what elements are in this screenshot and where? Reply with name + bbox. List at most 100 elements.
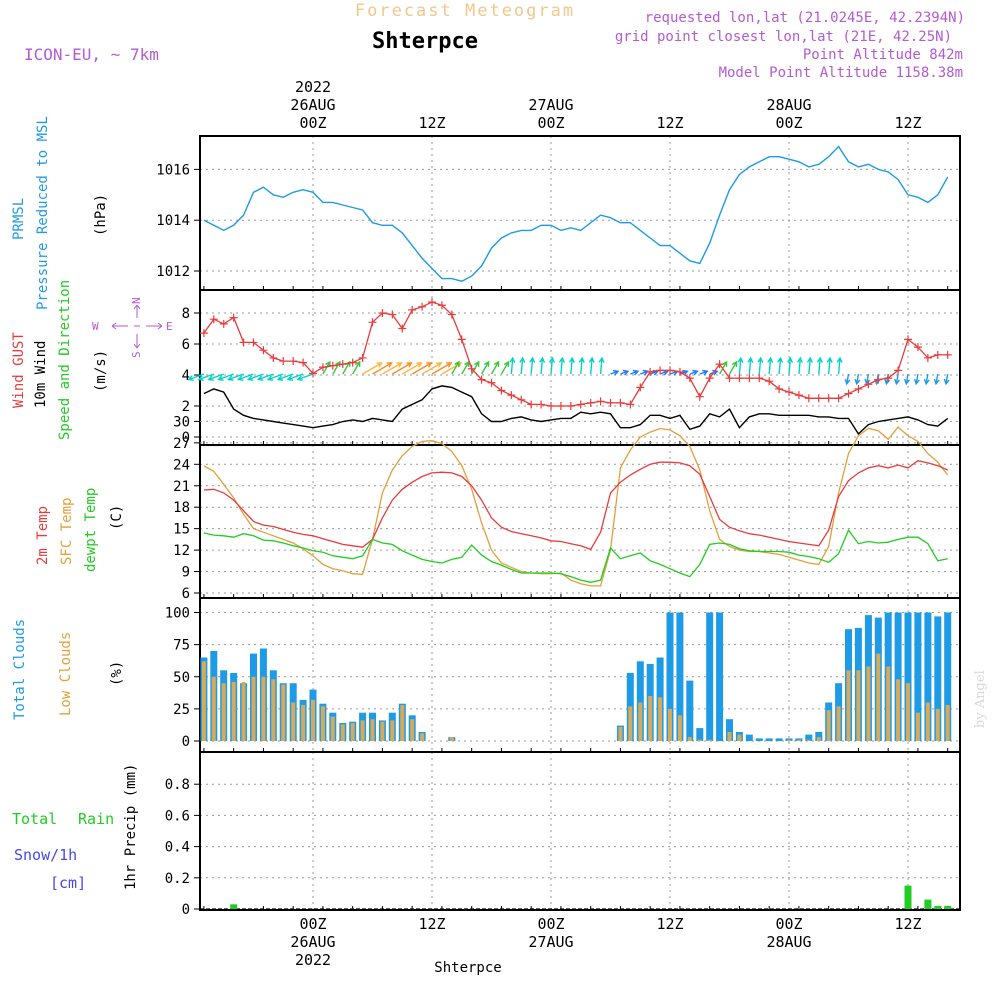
total-cloud-bar [686,680,694,741]
wind-arrowhead [777,356,784,363]
time-label: 00Z [775,114,802,132]
wind-arrowhead [943,378,950,386]
wind-gust-point [437,301,446,310]
wind-arrowhead [197,375,204,381]
wind-arrowhead [539,356,546,363]
low-cloud-bar [201,661,206,741]
y-tick-label: 75 [173,638,190,654]
low-cloud-bar [707,739,712,741]
wind-arrowhead [493,360,500,367]
wind-direction-arrow [372,362,392,375]
compass-e: E [166,320,173,333]
wind-gust-point [209,315,218,324]
low-cloud-bar [836,706,841,741]
wind-gust-point [913,343,922,352]
time-label: 12Z [418,915,445,933]
wind-arrowhead [923,378,930,386]
wind-arrowhead [396,362,403,368]
low-cloud-bar [221,683,226,741]
wind-direction-arrow [865,373,870,384]
time-label: 27AUG [528,96,573,114]
wind-direction-arrow [788,357,792,375]
wind-gust-point [547,402,556,410]
wind-label-speed-dir: Speed and Direction [57,280,73,440]
low-cloud-bar [866,666,871,741]
wind-arrowhead [436,362,443,368]
low-cloud-bar [410,719,415,741]
wind-series [187,298,952,435]
wind-arrowhead [721,360,728,367]
wind-gust-point [586,398,595,407]
wind-arrowhead [483,360,490,367]
time-label: 12Z [894,114,921,132]
wind-arrowhead [187,375,194,381]
wind-gust-point [834,394,843,403]
dewpt-temp-line [203,528,948,583]
precip-label-total: Total [12,810,57,828]
total-cloud-bar [636,661,644,741]
wind-gust-point [497,386,506,395]
y-tick-label: 1016 [156,162,190,178]
wind-arrowhead [503,360,510,367]
wind-gust-point [537,400,546,409]
low-cloud-bar [400,705,405,741]
wind-direction-arrow [738,357,742,375]
panels-layer: 1012101410160246869121518212427300255075… [156,135,961,918]
wind-direction-arrow [401,362,422,375]
wind-gust-point [457,335,466,344]
total-cloud-bar [924,612,932,741]
panel-wind: 0 2 4 6 8 [182,289,961,446]
wind-direction-arrow [267,373,284,381]
wind-direction-arrow [808,357,811,375]
y-tick-label: 0.2 [165,871,190,887]
total-cloud-bar [775,738,783,741]
low-cloud-bar [648,696,653,741]
wind-arrowhead [913,378,920,386]
wind-gust-point [884,374,893,383]
wind-gust-point [378,309,387,317]
y-tick-label: 8 [182,306,190,322]
wind-gust-point [616,398,625,407]
y-tick-label: 15 [173,522,190,538]
low-cloud-bar [658,697,663,741]
wind-arrowhead [737,356,744,363]
wind-direction-arrow [208,373,224,381]
wind-gust-point [467,364,476,373]
wind-arrowhead [474,360,480,367]
total-cloud-bar [914,612,922,741]
pressure-series [203,145,949,282]
wind-gust-point [804,394,813,403]
time-label: 27AUG [528,933,573,951]
wind-gust-point [923,353,932,362]
total-cloud-bar [944,612,952,741]
low-cloud-bar [737,734,742,741]
pressure-line [203,145,949,282]
wind-gust-point [775,384,784,393]
low-cloud-bar [281,684,286,741]
wind-gust-point [646,367,655,376]
low-cloud-bar [271,679,276,741]
low-cloud-bar [925,702,930,741]
y-tick-label: 0.6 [165,808,190,824]
low-cloud-bar [211,676,216,742]
rain-bar [230,904,238,909]
wind-gust-point [666,366,675,375]
low-cloud-bar [945,705,950,741]
time-label: 00Z [537,915,564,933]
wind-direction-arrow [520,357,524,375]
wind-arrowhead [702,369,709,376]
precip-label-cm: [cm] [50,874,86,892]
total-cloud-bar [815,732,823,741]
time-label: 28AUG [766,933,811,951]
wind-arrowhead [622,369,630,376]
wind-direction-arrow [287,373,304,381]
wind-gust-point [814,394,823,403]
temp-series [203,426,949,587]
wind-direction-arrow [391,362,412,375]
time-label: 2022 [295,78,331,96]
low-cloud-bar [876,653,881,741]
low-cloud-bar [251,676,256,742]
wind-direction-arrow [198,373,215,381]
precip-label-snow: Snow/1h [14,846,77,864]
rain-bar [904,885,912,909]
